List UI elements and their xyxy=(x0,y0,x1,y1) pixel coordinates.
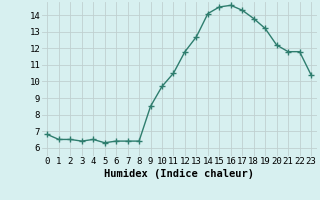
X-axis label: Humidex (Indice chaleur): Humidex (Indice chaleur) xyxy=(104,169,254,179)
